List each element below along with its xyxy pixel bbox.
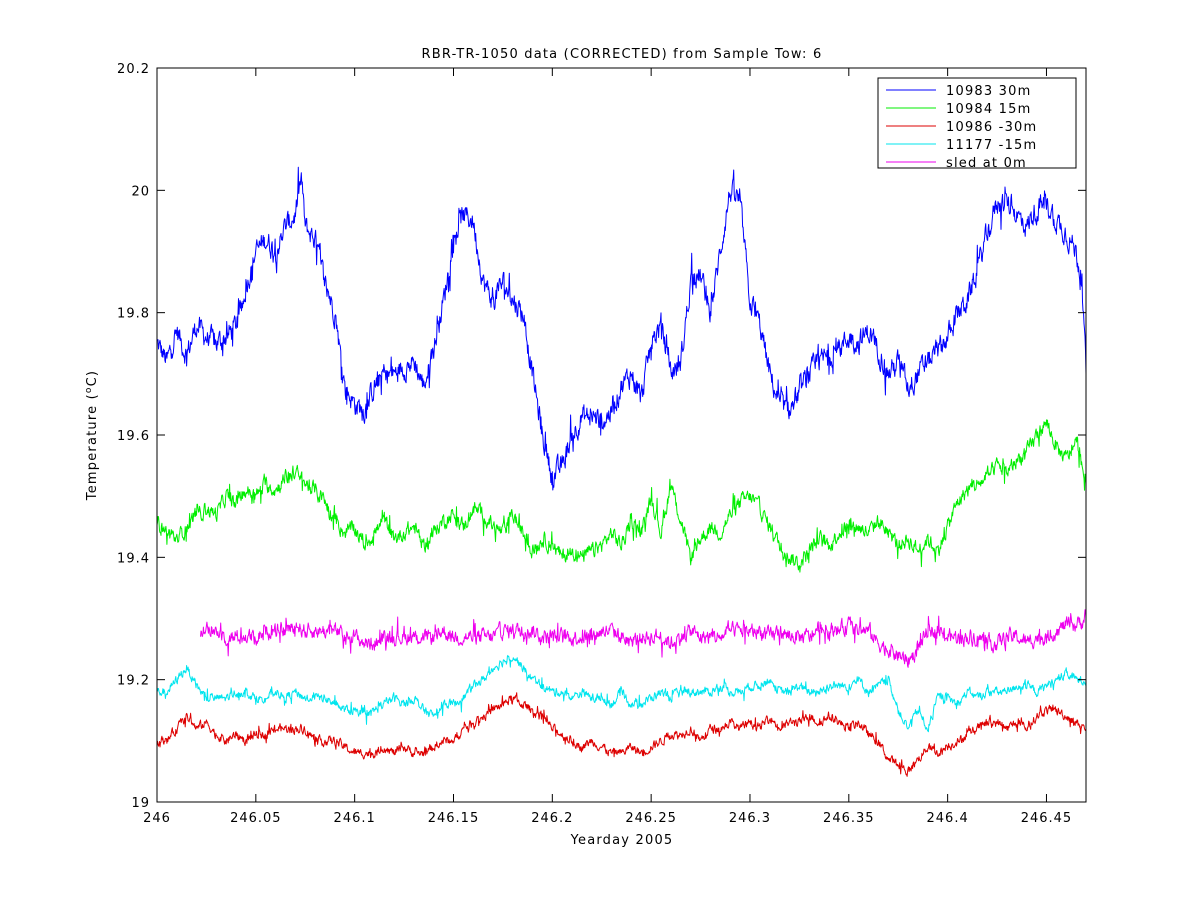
legend-label: sled at 0m (946, 156, 1027, 171)
x-tick-label: 246.15 (428, 811, 480, 826)
series-line-4 (156, 654, 1087, 733)
chart-title: RBR-TR-1050 data (CORRECTED) from Sample… (422, 47, 823, 62)
y-axis: 19 19.2 19.4 19.6 19.8 20 20.2 (117, 62, 1086, 811)
legend: 10983 30m 10984 15m 10986 -30m 11177 -15m sl… (877, 77, 1077, 171)
x-tick-label: 246.3 (729, 811, 771, 826)
legend-label: 10984 15m (946, 102, 1032, 117)
y-axis-label-superscript: o (84, 386, 94, 393)
legend-box (877, 77, 1077, 169)
legend-label: 10986 -30m (946, 120, 1037, 135)
x-tick-label: 246.4 (927, 811, 969, 826)
x-tick-label: 246.35 (823, 811, 875, 826)
y-tick-label: 20 (131, 184, 150, 199)
x-tick-label: 246.25 (625, 811, 677, 826)
x-tick-label: 246.2 (531, 811, 573, 826)
series-line-1 (156, 166, 1087, 491)
y-tick-label: 19.2 (117, 674, 150, 689)
y-tick-label: 19.8 (117, 307, 150, 322)
x-axis-label: Yearday 2005 (570, 833, 674, 848)
y-tick-label: 20.2 (117, 62, 150, 77)
x-axis: 246 246.05 246.1 246.15 246.2 246.25 246.3 246.… (143, 68, 1073, 826)
y-axis-label: Temperature (oC) (84, 370, 100, 501)
x-tick-label: 246.45 (1021, 811, 1073, 826)
y-tick-label: 19.6 (117, 429, 150, 444)
legend-label: 10983 30m (946, 84, 1032, 99)
x-tick-label: 246 (143, 811, 171, 826)
series-layer (156, 166, 1087, 777)
y-axis-label-suffix: C) (85, 370, 100, 387)
y-axis-label-prefix: Temperature ( (85, 393, 100, 501)
y-tick-label: 19.4 (117, 551, 150, 566)
y-tick-label: 19 (131, 796, 150, 811)
series-line-3 (156, 692, 1087, 777)
series-line-2 (156, 419, 1087, 573)
x-tick-label: 246.05 (230, 811, 282, 826)
x-tick-label: 246.1 (334, 811, 376, 826)
series-line-5 (200, 609, 1087, 668)
legend-label: 11177 -15m (946, 138, 1037, 153)
